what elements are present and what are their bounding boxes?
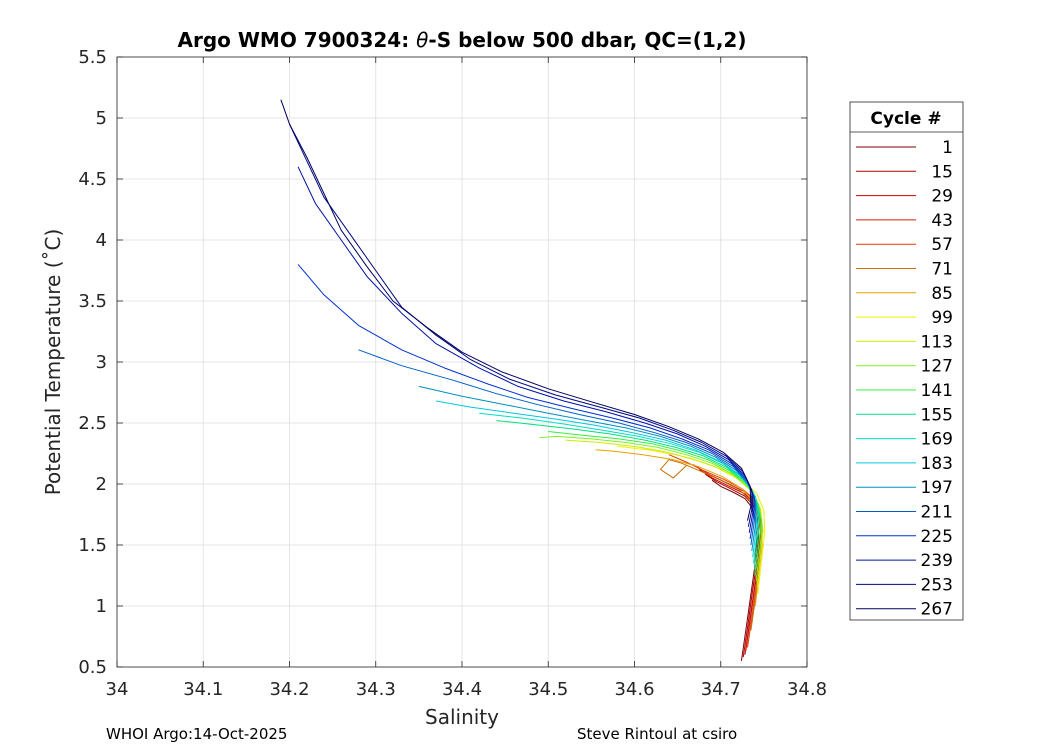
y-tick-label: 0.5: [78, 657, 107, 678]
series-line-cycle-155: [496, 420, 761, 570]
y-tick-label: 5.5: [78, 47, 107, 68]
footer-source: WHOI Argo:14-Oct-2025: [106, 725, 288, 743]
legend-label: 29: [931, 187, 953, 207]
y-tick-label: 2: [96, 474, 107, 495]
legend-label: 43: [931, 211, 953, 231]
legend-label: 155: [921, 405, 953, 425]
series-line-cycle-85: [595, 449, 763, 607]
chart-title: Argo WMO 7900324: θ-S below 500 dbar, QC…: [178, 28, 747, 52]
series-line-cycle-113: [565, 439, 764, 588]
legend-label: 127: [921, 357, 953, 377]
legend-label: 225: [921, 527, 953, 547]
legend: Cycle # 1 15 29 43 57 71 85 99 113 127 141 155 169 18…: [849, 101, 964, 621]
legend-entries: 1 15 29 43 57 71 85 99 113 127 141 155 169 183 197 211 2…: [856, 138, 953, 620]
legend-label: 71: [931, 260, 953, 280]
x-axis-label: Salinity: [425, 705, 499, 729]
series-line-cycle-141: [548, 431, 762, 576]
y-tick-label: 3: [96, 352, 107, 373]
x-tick-label: 34.1: [183, 679, 223, 700]
legend-label: 169: [921, 430, 953, 450]
x-tick-label: 34.2: [269, 679, 309, 700]
x-tick-label: 34: [106, 679, 129, 700]
legend-label: 1: [942, 138, 953, 158]
y-tick-label: 4.5: [78, 169, 107, 190]
y-axis-label: Potential Temperature (˚C): [41, 229, 65, 496]
legend-label: 183: [921, 454, 953, 474]
legend-label: 197: [921, 478, 953, 498]
x-tick-label: 34.8: [787, 679, 827, 700]
legend-label: 99: [931, 308, 953, 328]
legend-label: 239: [921, 551, 953, 571]
x-tick-label: 34.3: [356, 679, 396, 700]
y-tick-label: 1.5: [78, 535, 107, 556]
legend-label: 113: [921, 332, 953, 352]
y-tick-label: 3.5: [78, 291, 107, 312]
x-tick-label: 34.5: [528, 679, 568, 700]
legend-label: 267: [921, 600, 953, 620]
series-line-cycle-127: [539, 435, 763, 582]
footer-credit: Steve Rintoul at csiro: [577, 725, 738, 743]
legend-title: Cycle #: [870, 109, 941, 129]
y-tick-label: 2.5: [78, 413, 107, 434]
legend-label: 15: [931, 162, 953, 182]
x-tick-label: 34.7: [701, 679, 741, 700]
x-tick-label: 34.4: [442, 679, 482, 700]
legend-label: 211: [921, 503, 953, 523]
series-line-cycle-267: [280, 99, 752, 521]
legend-label: 85: [931, 284, 953, 304]
y-tick-label: 5: [96, 108, 107, 129]
axis-ticks: 34 34.1 34.2 34.3 34.4 34.5 34.6 34.7 34.80.511.…: [78, 47, 827, 700]
legend-label: 253: [921, 575, 953, 595]
legend-label: 57: [931, 235, 953, 255]
x-tick-label: 34.6: [614, 679, 654, 700]
series-layer: [280, 99, 766, 661]
y-tick-label: 1: [96, 596, 107, 617]
legend-box: [849, 101, 964, 621]
legend-label: 141: [921, 381, 953, 401]
y-tick-label: 4: [96, 230, 107, 251]
